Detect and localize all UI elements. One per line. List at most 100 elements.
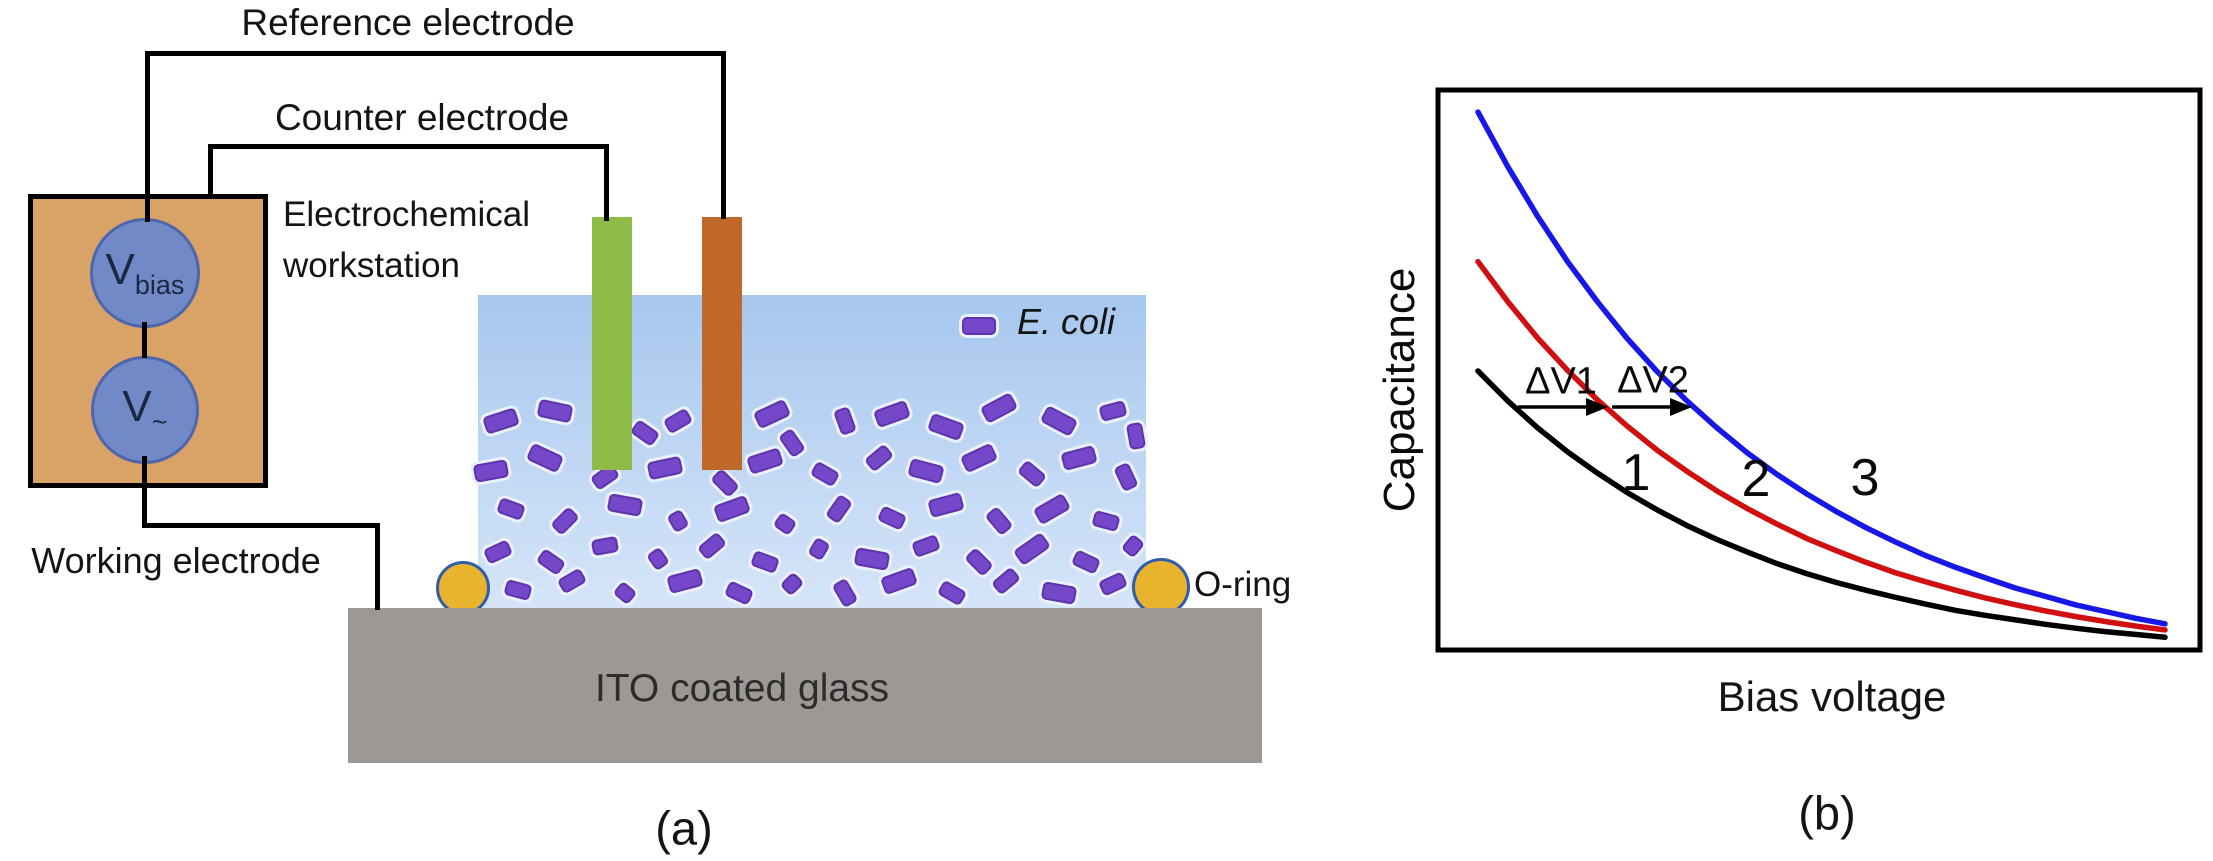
ecoli-bacterium (926, 492, 965, 519)
sample-liquid-cell (473, 295, 1147, 609)
oring-label: O-ring (1194, 565, 1292, 604)
ecoli-bacterium (1013, 532, 1052, 567)
ecoli-legend-swatch (962, 317, 996, 335)
panel-b-caption: (b) (1798, 786, 1856, 840)
delta-v1-annotation: ΔV1 (1525, 360, 1597, 403)
ecoli-bacterium (876, 505, 908, 531)
ecoli-bacterium (1097, 571, 1128, 597)
ecoli-bacterium (810, 460, 841, 488)
ecoli-bacterium (873, 400, 912, 429)
curve-1-label: 1 (1621, 444, 1651, 502)
ecoli-bacterium (750, 549, 781, 574)
curve-3-label: 3 (1850, 449, 1880, 507)
ecoli-bacterium (496, 496, 527, 521)
ecoli-bacterium (831, 578, 859, 609)
ecoli-bacterium (863, 443, 894, 473)
capacitance-curve-2 (1475, 258, 2168, 633)
ecoli-bacterium (779, 571, 805, 597)
ecoli-bacterium (629, 419, 661, 448)
ecoli-bacterium (606, 493, 644, 518)
ecoli-bacterium (990, 566, 1021, 596)
ecoli-bacterium (503, 579, 533, 602)
ecoli-bacterium (482, 406, 521, 435)
vbias-source-symbol: Vbias (90, 218, 200, 328)
counter-wire-right-drop (604, 144, 609, 221)
ecoli-bacterium (806, 537, 831, 562)
vac-source-symbol: V~ (91, 356, 199, 464)
ecoli-bacterium (710, 468, 741, 499)
ecoli-bacterium (752, 398, 792, 430)
ecoli-bacterium (1039, 404, 1079, 437)
ecoli-bacterium (612, 581, 638, 606)
ecoli-bacterium (1017, 459, 1048, 489)
reference-wire-horizontal (145, 51, 726, 56)
ecoli-bacterium (937, 579, 968, 607)
ecoli-bacterium (696, 531, 727, 561)
ecoli-bacterium (1120, 533, 1145, 559)
ecoli-bacterium (590, 536, 620, 557)
ecoli-bacterium (482, 539, 514, 566)
ecoli-bacterium (536, 398, 574, 424)
counter-wire-horizontal (208, 144, 609, 149)
ito-glass-substrate (348, 608, 1262, 763)
ecoli-bacterium (556, 567, 587, 595)
ecoli-bacterium (666, 567, 704, 594)
ecoli-bacterium (666, 508, 691, 534)
vbias-label: Vbias (105, 245, 185, 300)
ecoli-bacterium (1033, 492, 1072, 525)
delta-v2-annotation: ΔV2 (1617, 359, 1689, 402)
ecoli-bacterium (746, 447, 785, 476)
ecoli-bacterium (1125, 422, 1147, 451)
y-axis-label: Capacitance (1375, 267, 1424, 513)
ecoli-bacterium (772, 512, 798, 537)
ito-label: ITO coated glass (594, 667, 890, 710)
ecoli-bacterium (979, 392, 1019, 424)
ecoli-bacterium (1097, 400, 1128, 423)
ecoli-bacterium (1040, 581, 1078, 606)
workstation-label: Electrochemical workstation (283, 195, 531, 285)
counter-electrode-label: Counter electrode (274, 97, 570, 138)
ecoli-bacterium (910, 534, 941, 559)
source-link-wire (142, 322, 147, 358)
counter-wire-left-drop (208, 144, 213, 198)
reference-wire-left-drop (145, 51, 150, 222)
counter-electrode-rod (592, 217, 632, 470)
ecoli-bacterium (646, 546, 671, 572)
reference-wire-right-drop (721, 51, 726, 219)
working-wire-drop (142, 456, 147, 528)
ecoli-bacterium (984, 505, 1014, 537)
working-wire-horizontal (142, 523, 380, 528)
reference-electrode-label: Reference electrode (241, 2, 575, 43)
ecoli-bacterium (712, 494, 751, 523)
x-axis-label: Bias voltage (1717, 673, 1947, 720)
ecoli-bacterium (473, 459, 510, 483)
oring-left (436, 561, 490, 615)
ecoli-bacterium (906, 457, 945, 484)
vac-label: V~ (122, 382, 168, 437)
capacitance-curve-1 (1475, 368, 2168, 640)
reference-electrode-rod (702, 217, 742, 470)
ecoli-bacterium (525, 442, 565, 474)
working-wire-to-ito (375, 523, 380, 610)
ecoli-bacterium (959, 442, 999, 474)
ecoli-legend-label: E. coli (1016, 301, 1116, 342)
ecoli-bacterium (833, 405, 858, 436)
ecoli-bacterium (723, 580, 754, 607)
ecoli-bacterium (663, 407, 694, 435)
curve-2-label: 2 (1741, 450, 1771, 508)
ecoli-bacterium (926, 412, 965, 442)
ecoli-bacterium (1113, 461, 1139, 493)
ecoli-bacterium (1070, 549, 1102, 575)
ecoli-bacterium (1091, 509, 1121, 533)
ecoli-bacterium (536, 547, 567, 576)
ecoli-bacterium (879, 566, 918, 596)
ecoli-bacterium (549, 506, 580, 536)
panel-a-caption: (a) (655, 801, 713, 855)
ecoli-bacterium (646, 455, 684, 481)
ecoli-bacterium (1060, 445, 1098, 472)
ecoli-bacterium (964, 547, 994, 577)
ecoli-bacterium (853, 546, 891, 571)
ecoli-bacterium (777, 427, 806, 458)
working-electrode-label: Working electrode (31, 540, 321, 581)
